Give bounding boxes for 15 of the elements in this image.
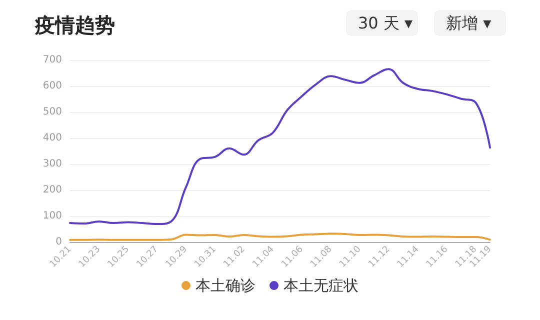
y-tick-label: 100 [42,210,62,222]
chart-title: 疫情趋势 [34,13,115,37]
y-tick-label: 600 [42,80,62,92]
text: 新增 ▾ [446,14,492,32]
text: 30 天 ▾ [358,14,413,32]
y-tick-label: 400 [42,132,62,144]
legend-label: 本土确诊 [196,276,256,294]
y-tick-label: 0 [56,236,62,248]
y-tick-label: 500 [42,106,62,118]
y-tick-label: 200 [42,184,62,196]
y-tick-label: 300 [42,158,62,170]
line-series [69,232,491,241]
line-series [69,68,491,226]
y-tick-label: 700 [42,54,62,66]
legend-label: 本土无症状 [284,276,358,294]
